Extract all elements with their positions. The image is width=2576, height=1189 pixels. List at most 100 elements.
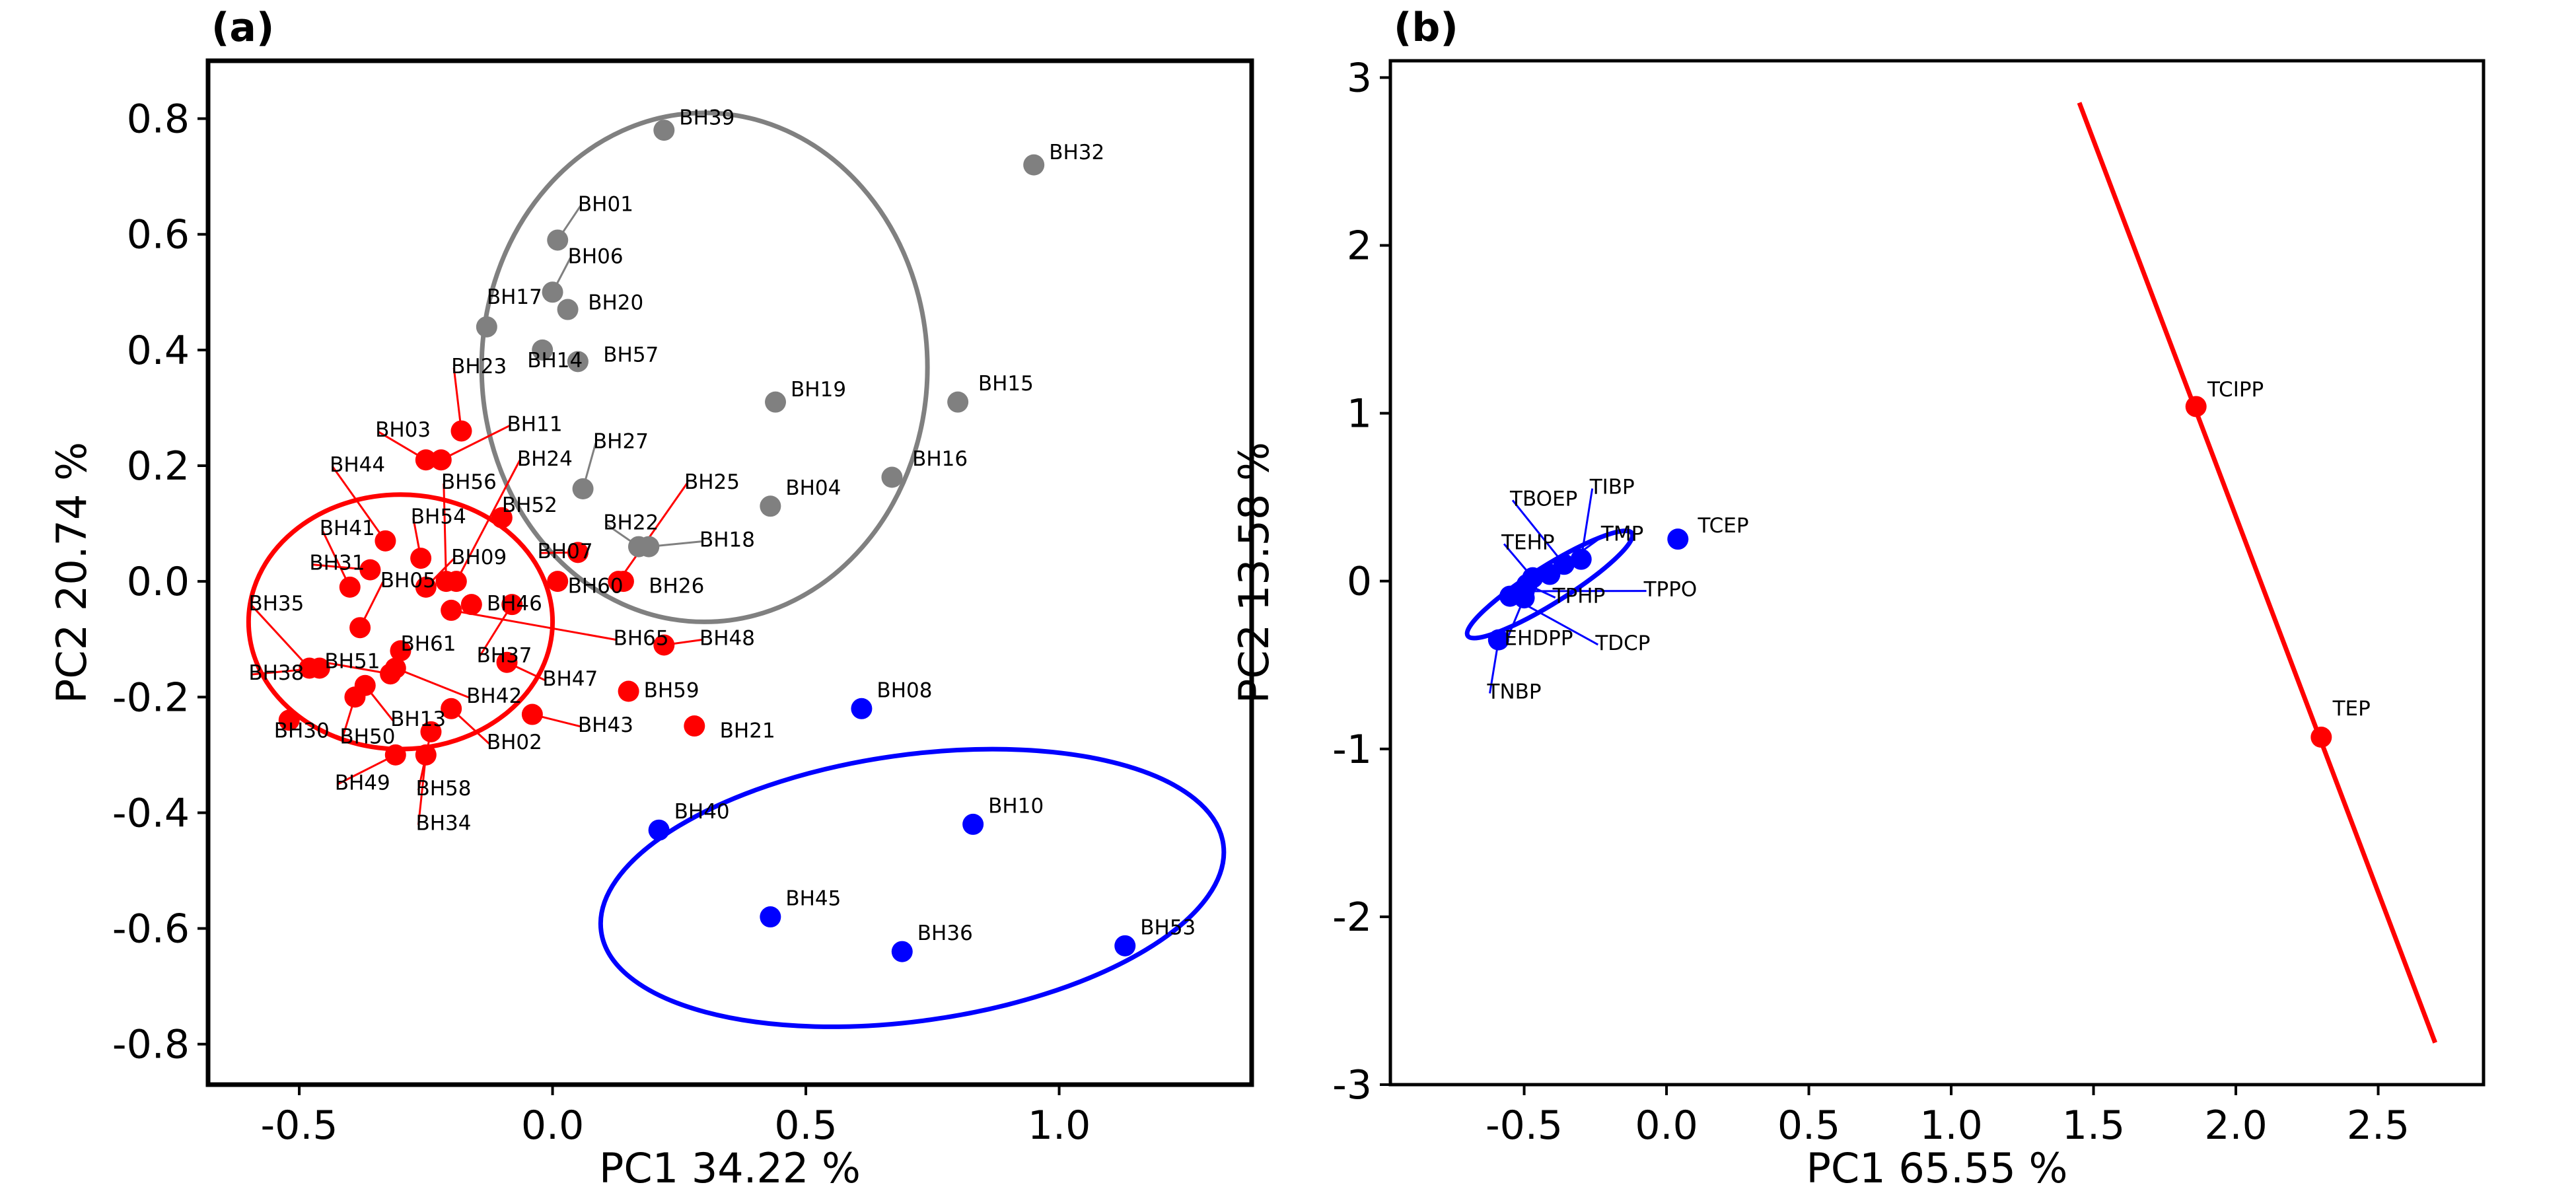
point-label-bh43: BH43 — [578, 713, 633, 737]
point-label-bh17: BH17 — [487, 285, 542, 309]
point-bh50 — [344, 686, 366, 708]
y-tick-label: 3 — [1347, 55, 1372, 101]
y-tick-label: 0.4 — [127, 328, 190, 374]
point-tnbp — [1487, 629, 1509, 651]
y-tick-label: 0.2 — [127, 443, 190, 489]
point-label-bh45: BH45 — [785, 887, 841, 911]
plot-frame-a — [205, 58, 1254, 1087]
point-label-bh37: BH37 — [477, 644, 532, 668]
point-label-bh30: BH30 — [274, 719, 330, 743]
point-bh30 — [278, 709, 300, 731]
point-bh21 — [684, 715, 705, 737]
point-tmp — [1539, 563, 1561, 585]
panel-a: BH39 BH32 BH01 BH06 BH20 BH17 BH14 BH57 BH19 BH15… — [48, 5, 1254, 1189]
point-bh32 — [1023, 154, 1045, 176]
y-tick-label: -0.8 — [112, 1022, 190, 1068]
point-label-bh49: BH49 — [335, 771, 390, 795]
point-bh39 — [653, 120, 675, 141]
point-label-bh09: BH09 — [451, 546, 507, 569]
point-label-bh42: BH42 — [466, 684, 522, 708]
point-label-bh08: BH08 — [877, 678, 932, 702]
point-bh49 — [384, 744, 406, 766]
point-label-bh52: BH52 — [502, 493, 557, 517]
point-label-bh56: BH56 — [441, 470, 497, 494]
point-bh65 — [441, 599, 462, 621]
point-label-tboep: TBOEP — [1509, 487, 1577, 511]
point-label-tibp: TIBP — [1589, 476, 1635, 499]
point-tcipp — [2185, 396, 2207, 417]
leader-line-tboep — [1511, 499, 1565, 565]
point-label-bh57: BH57 — [603, 343, 659, 367]
point-label-bh50: BH50 — [340, 725, 395, 748]
point-label-tnbp: TNBP — [1487, 680, 1542, 704]
point-bh41 — [339, 576, 361, 598]
y-tick-label: 2 — [1347, 223, 1372, 270]
leader-line-bh24 — [455, 460, 521, 582]
panel-label-a: (a) — [211, 5, 274, 51]
point-label-bh06: BH06 — [568, 244, 624, 268]
point-label-bh44: BH44 — [330, 453, 385, 477]
point-bh23 — [450, 420, 472, 442]
point-label-bh58: BH58 — [415, 777, 471, 801]
point-bh06 — [542, 281, 563, 303]
point-label-bh15: BH15 — [978, 372, 1034, 396]
plot-frame-b — [1388, 59, 2486, 1087]
blue-confidence-ellipse — [1464, 528, 1635, 641]
point-bh04 — [760, 495, 781, 517]
x-axis-label-b: PC1 65.55 % — [1807, 1144, 2068, 1189]
y-tick-label: 1 — [1347, 391, 1372, 437]
point-label-bh31: BH31 — [309, 552, 365, 575]
leader-line-bh42 — [395, 667, 470, 699]
point-bh43 — [521, 703, 543, 725]
point-bh40 — [648, 819, 670, 841]
point-bh19 — [765, 391, 787, 413]
y-tick-label: -0.6 — [112, 906, 190, 953]
point-label-bh20: BH20 — [588, 291, 643, 315]
point-label-bh10: BH10 — [988, 794, 1044, 818]
point-label-bh13: BH13 — [390, 707, 446, 731]
x-tick-label: 1.0 — [1919, 1102, 1982, 1149]
point-bh09 — [415, 576, 437, 598]
y-tick-label: -0.2 — [112, 674, 190, 721]
point-bh16 — [881, 466, 903, 488]
point-label-bh35: BH35 — [248, 592, 304, 616]
blue-confidence-ellipse — [598, 746, 1227, 1029]
point-label-bh26: BH26 — [649, 575, 704, 598]
point-bh60 — [547, 571, 569, 593]
leader-line-bh25 — [618, 483, 688, 582]
point-label-bh14: BH14 — [527, 349, 583, 373]
point-bh38 — [308, 657, 330, 679]
point-bh45 — [760, 906, 781, 928]
point-bh57 — [567, 351, 589, 373]
leader-line-bh56 — [443, 483, 447, 582]
point-label-bh32: BH32 — [1049, 141, 1104, 164]
trend-line — [2077, 102, 2438, 1044]
point-bh47 — [496, 651, 518, 673]
point-label-bh16: BH16 — [912, 447, 968, 471]
y-tick-label: 0.6 — [127, 212, 190, 258]
point-label-bh36: BH36 — [917, 921, 973, 945]
point-bh01 — [547, 229, 569, 251]
point-bh44 — [375, 530, 396, 552]
point-bh54 — [410, 548, 432, 569]
x-tick-label: 1.0 — [1028, 1102, 1091, 1149]
point-bh37 — [501, 594, 523, 616]
point-label-tehp: TEHP — [1501, 530, 1555, 554]
point-label-bh11: BH11 — [507, 412, 563, 436]
point-tibp — [1570, 548, 1592, 570]
point-label-bh19: BH19 — [791, 378, 846, 402]
point-label-bh51: BH51 — [324, 649, 380, 673]
gray-confidence-ellipse — [479, 110, 930, 624]
x-tick-label: 0.5 — [774, 1102, 837, 1149]
point-label-bh48: BH48 — [699, 626, 755, 650]
point-bh36 — [891, 941, 913, 962]
panel-label-b: (b) — [1394, 5, 1458, 51]
point-label-bh41: BH41 — [320, 517, 375, 540]
point-label-ehdpp: EHDPP — [1504, 626, 1573, 650]
leader-line-bh35 — [250, 604, 310, 669]
point-bh02 — [441, 698, 462, 719]
point-bh59 — [618, 680, 639, 702]
point-label-bh34: BH34 — [415, 812, 471, 836]
point-bh53 — [1114, 935, 1136, 956]
